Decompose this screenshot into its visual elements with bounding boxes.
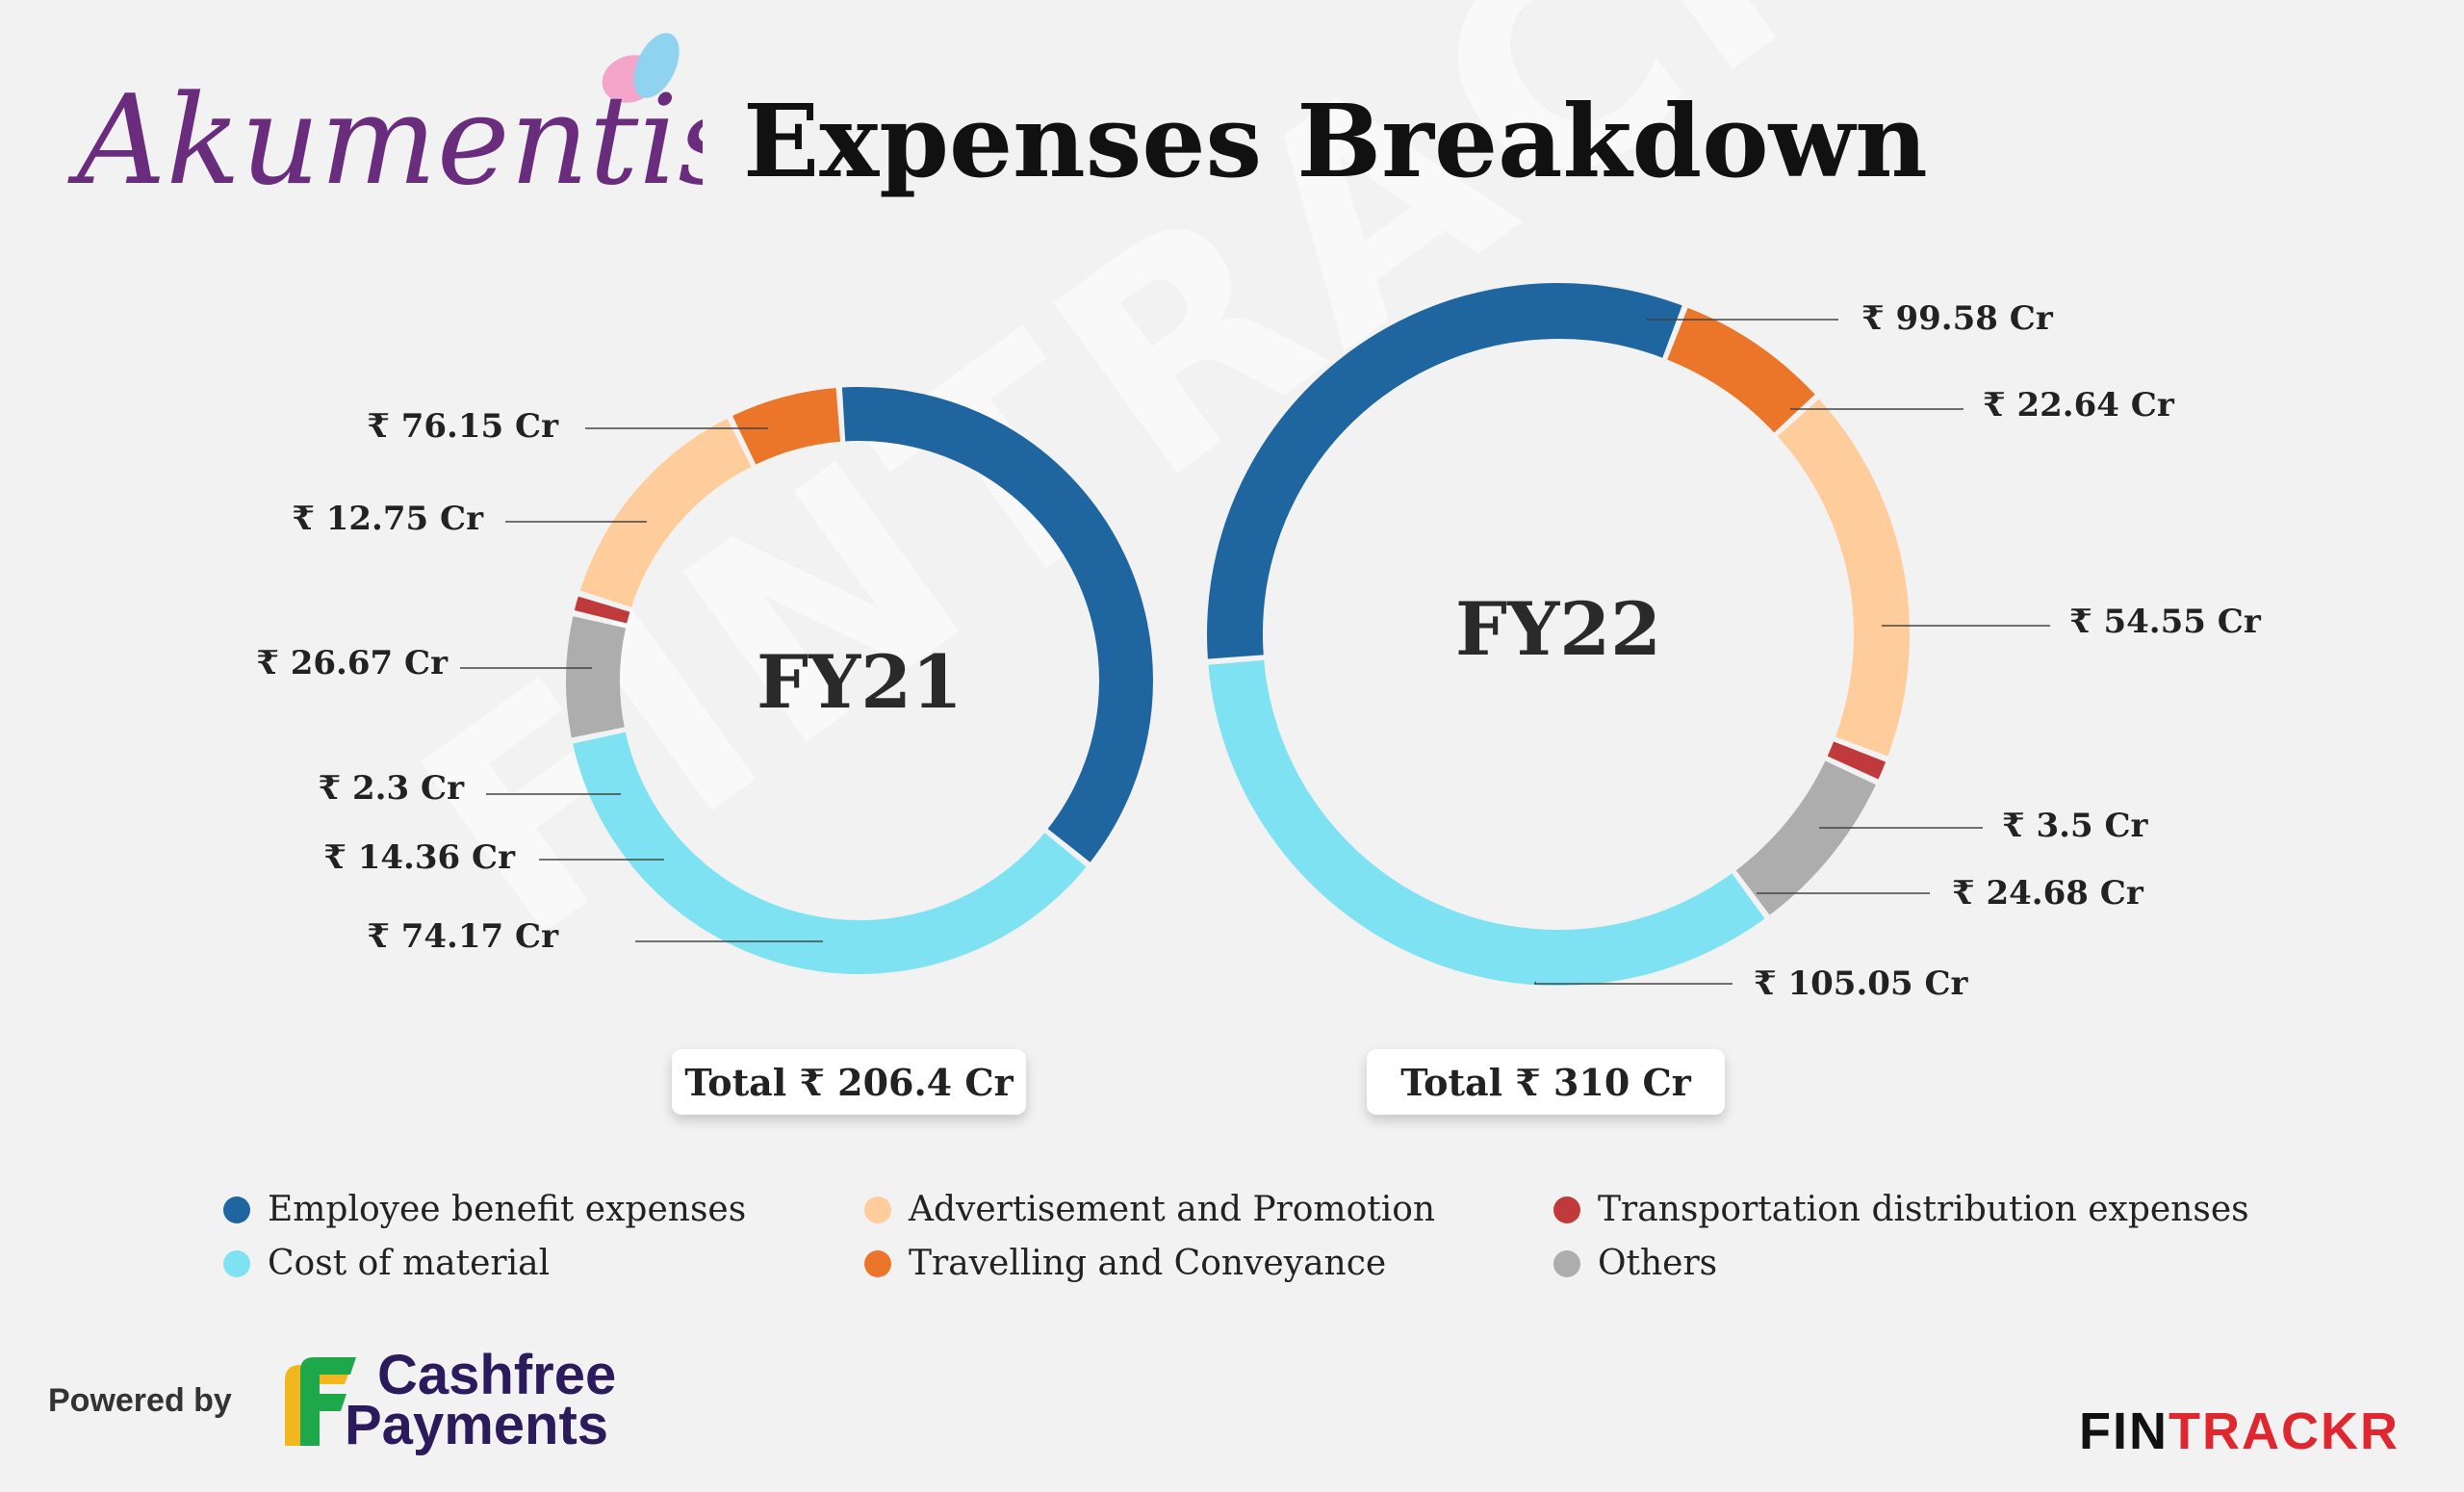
- fy21-total-badge: Total ₹ 206.4 Cr: [672, 1049, 1026, 1115]
- cashfree-wordmark-line2: Payments: [345, 1394, 609, 1456]
- value-label-fy22-2: ₹ 54.55 Cr: [2069, 603, 2262, 641]
- legend-item-others: Others: [1553, 1244, 1717, 1283]
- legend-label-transportation: Transportation distribution expenses: [1598, 1190, 2249, 1229]
- slice-fy22-employee-benefit-expenses: [1207, 283, 1682, 659]
- legend-swatch-material: [223, 1249, 250, 1277]
- value-label-fy22-5: ₹ 105.05 Cr: [1754, 965, 1969, 1003]
- fintrackr-logo: FINTRACKR: [2079, 1405, 2400, 1457]
- page-title: Expenses Breakdown: [743, 82, 1928, 200]
- value-label-fy21-0: ₹ 76.15 Cr: [367, 407, 559, 446]
- slice-fy22-advertisement-and-promotion: [1777, 399, 1910, 757]
- legend-swatch-transportation: [1553, 1196, 1580, 1223]
- legend-label-others: Others: [1598, 1244, 1718, 1283]
- slice-fy22-travelling-and-conveyance: [1666, 307, 1815, 433]
- legend-swatch-advertisement: [864, 1196, 891, 1223]
- legend-label-advertisement: Advertisement and Promotion: [909, 1190, 1436, 1229]
- fy22-total-badge: Total ₹ 310 Cr: [1367, 1049, 1725, 1115]
- value-label-fy21-1: ₹ 74.17 Cr: [367, 917, 559, 956]
- slice-fy21-cost-of-material: [573, 732, 1087, 974]
- legend-item-travelling: Travelling and Conveyance: [864, 1244, 1386, 1283]
- legend-swatch-travelling: [864, 1249, 891, 1277]
- slice-fy21-travelling-and-conveyance: [732, 387, 841, 465]
- akumentis-logo: Akumentis: [67, 33, 703, 212]
- fintrackr-logo-part1: FIN: [2079, 1402, 2169, 1460]
- chart-title-fy21: FY21: [757, 639, 962, 725]
- value-label-fy21-3: ₹ 2.3 Cr: [319, 769, 466, 808]
- legend-label-material: Cost of material: [268, 1244, 551, 1283]
- legend-label-travelling: Travelling and Conveyance: [909, 1244, 1387, 1283]
- legend-swatch-employee: [223, 1196, 250, 1223]
- slice-fy21-transportation-distribution-expenses: [574, 596, 630, 624]
- fintrackr-logo-part2: TRACKR: [2169, 1402, 2400, 1460]
- slice-fy21-employee-benefit-expenses: [841, 387, 1153, 862]
- slice-fy22-others: [1735, 759, 1876, 915]
- cashfree-logo-icon: [285, 1357, 356, 1446]
- legend-item-transportation: Transportation distribution expenses: [1553, 1190, 2249, 1229]
- slice-fy22-transportation-distribution-expenses: [1827, 741, 1886, 780]
- cashfree-wordmark-line1: Cashfree: [377, 1344, 617, 1406]
- legend-item-employee: Employee benefit expenses: [223, 1190, 746, 1229]
- value-label-fy22-1: ₹ 22.64 Cr: [1983, 386, 2175, 424]
- slice-fy21-others: [566, 616, 627, 738]
- donut-fy21: ₹ 76.15 Cr ₹ 74.17 Cr ₹ 14.36 Cr ₹ 2.3 Cr ₹ …: [256, 387, 1153, 974]
- powered-by-label: Powered by: [48, 1382, 232, 1419]
- chart-title-fy22: FY22: [1455, 586, 1661, 672]
- donut-fy22: ₹ 99.58 Cr ₹ 22.64 Cr ₹ 54.55 Cr ₹ 3.5 Cr ₹ …: [1207, 283, 2262, 1003]
- legend-swatch-others: [1553, 1249, 1580, 1277]
- slice-fy22-cost-of-material: [1208, 659, 1765, 986]
- value-label-fy22-4: ₹ 24.68 Cr: [1952, 874, 2144, 913]
- value-label-fy21-4: ₹ 26.67 Cr: [256, 644, 449, 682]
- slice-fy21-advertisement-and-promotion: [579, 418, 753, 608]
- value-label-fy22-0: ₹ 99.58 Cr: [1861, 299, 2054, 338]
- legend-item-advertisement: Advertisement and Promotion: [864, 1190, 1435, 1229]
- legend-label-employee: Employee benefit expenses: [268, 1190, 747, 1229]
- akumentis-wordmark: Akumentis: [67, 69, 703, 212]
- value-label-fy22-3: ₹ 3.5 Cr: [2002, 807, 2149, 845]
- legend-item-material: Cost of material: [223, 1244, 550, 1283]
- leader-line-fy22-5: [1534, 982, 1732, 985]
- value-label-fy21-5: ₹ 12.75 Cr: [292, 500, 484, 538]
- value-label-fy21-2: ₹ 14.36 Cr: [323, 838, 516, 877]
